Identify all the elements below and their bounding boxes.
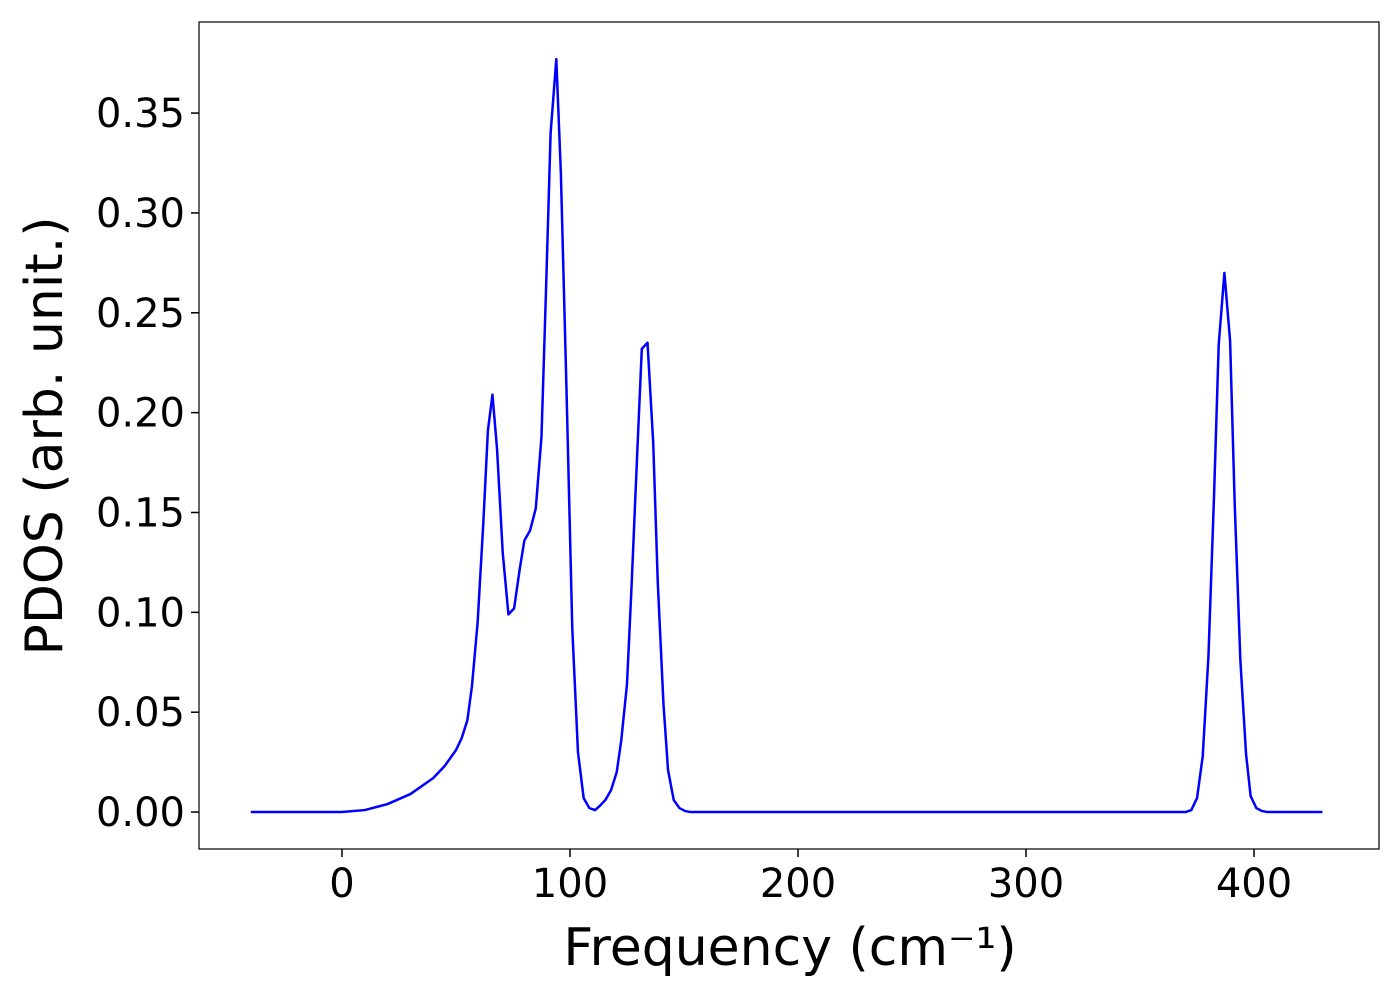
y-tick-label: 0.05 xyxy=(96,690,185,736)
y-tick-label: 0.30 xyxy=(96,191,185,237)
x-tick-label: 100 xyxy=(532,861,608,907)
y-tick-label: 0.20 xyxy=(96,391,185,437)
plot-frame xyxy=(198,21,1380,850)
y-tick-label: 0.15 xyxy=(96,490,185,536)
x-tick-label: 400 xyxy=(1216,861,1292,907)
y-tick-label: 0.00 xyxy=(96,790,185,836)
y-axis-label: PDOS (arb. unit.) xyxy=(15,216,75,655)
y-tick-label: 0.10 xyxy=(96,590,185,636)
x-tick-label: 300 xyxy=(988,861,1064,907)
data-line xyxy=(250,57,1323,814)
x-axis-label: Frequency (cm⁻¹) xyxy=(563,918,1016,978)
x-tick-label: 0 xyxy=(329,861,354,907)
y-tick-label: 0.25 xyxy=(96,291,185,337)
y-tick-label: 0.35 xyxy=(96,91,185,137)
x-tick-label: 200 xyxy=(760,861,836,907)
